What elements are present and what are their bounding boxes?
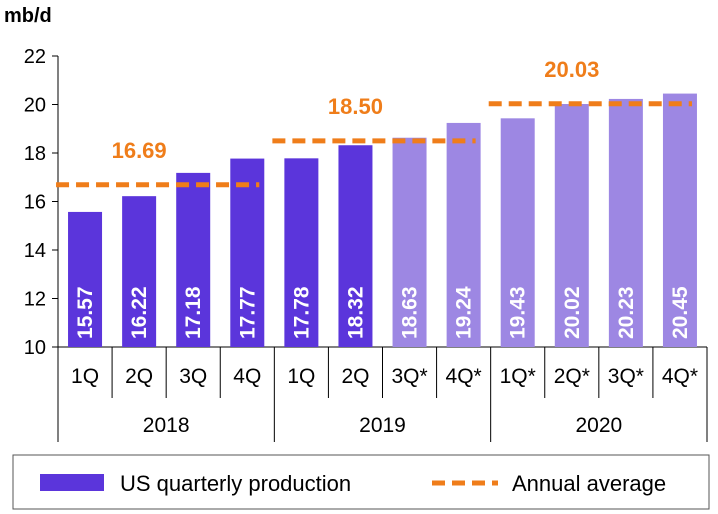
bar-value-label: 16.22 bbox=[128, 286, 151, 339]
legend-label-production: US quarterly production bbox=[120, 471, 351, 496]
legend-label-average: Annual average bbox=[512, 471, 666, 496]
bar bbox=[392, 137, 427, 347]
legend-box bbox=[12, 454, 710, 510]
plot-area: 10 12 14 16 18 20 22 15.57 16.22 17.18 17.77 17.78 1… bbox=[24, 46, 708, 442]
bar bbox=[608, 98, 643, 347]
category-label: 4Q bbox=[233, 365, 261, 388]
bar bbox=[176, 172, 211, 347]
year-label: 2019 bbox=[359, 414, 406, 437]
category-label: 4Q* bbox=[662, 365, 698, 388]
category-label: 1Q bbox=[71, 365, 99, 388]
legend-swatch-production bbox=[40, 474, 104, 491]
annual-average-label: 18.50 bbox=[328, 94, 383, 119]
bar-value-label: 18.63 bbox=[399, 286, 422, 339]
y-tick-label: 14 bbox=[24, 240, 46, 262]
bar bbox=[554, 104, 589, 347]
y-tick-label: 22 bbox=[24, 46, 46, 68]
legend: US quarterly production Annual average bbox=[12, 454, 710, 510]
bar bbox=[122, 196, 157, 347]
category-label: 2Q* bbox=[554, 365, 590, 388]
bar bbox=[338, 145, 373, 347]
bar-value-label: 18.32 bbox=[344, 286, 367, 339]
bar bbox=[662, 93, 697, 348]
bar bbox=[500, 118, 535, 347]
category-label: 2Q bbox=[341, 365, 369, 388]
bar bbox=[284, 158, 319, 347]
y-tick-label: 10 bbox=[24, 337, 46, 359]
bar-value-label: 20.23 bbox=[615, 286, 638, 339]
y-tick-label: 20 bbox=[24, 95, 46, 117]
category-label: 3Q* bbox=[608, 365, 644, 388]
y-tick-label: 16 bbox=[24, 192, 46, 214]
bar-value-label: 17.78 bbox=[290, 286, 313, 339]
y-tick-label: 12 bbox=[24, 289, 46, 311]
annual-average-label: 20.03 bbox=[544, 57, 599, 82]
unit-label: mb/d bbox=[4, 5, 52, 27]
bar-value-label: 17.77 bbox=[236, 286, 259, 339]
category-label: 3Q* bbox=[391, 365, 427, 388]
bar bbox=[68, 211, 103, 347]
category-label: 2Q bbox=[125, 365, 153, 388]
year-label: 2020 bbox=[575, 414, 622, 437]
category-label: 1Q* bbox=[500, 365, 536, 388]
bar-value-label: 20.45 bbox=[669, 286, 692, 339]
bar-value-label: 17.18 bbox=[182, 286, 205, 339]
year-label: 2018 bbox=[143, 414, 190, 437]
bar bbox=[446, 122, 481, 348]
bar bbox=[230, 158, 265, 347]
annual-average-label: 16.69 bbox=[112, 138, 167, 163]
category-label: 3Q bbox=[179, 365, 207, 388]
y-tick-label: 18 bbox=[24, 143, 46, 165]
category-label: 1Q bbox=[287, 365, 315, 388]
bar-value-label: 15.57 bbox=[74, 286, 97, 339]
category-label: 4Q* bbox=[446, 365, 482, 388]
bar-value-label: 20.02 bbox=[561, 286, 584, 339]
bar-value-label: 19.43 bbox=[507, 286, 530, 339]
bar-value-label: 19.24 bbox=[453, 286, 476, 339]
